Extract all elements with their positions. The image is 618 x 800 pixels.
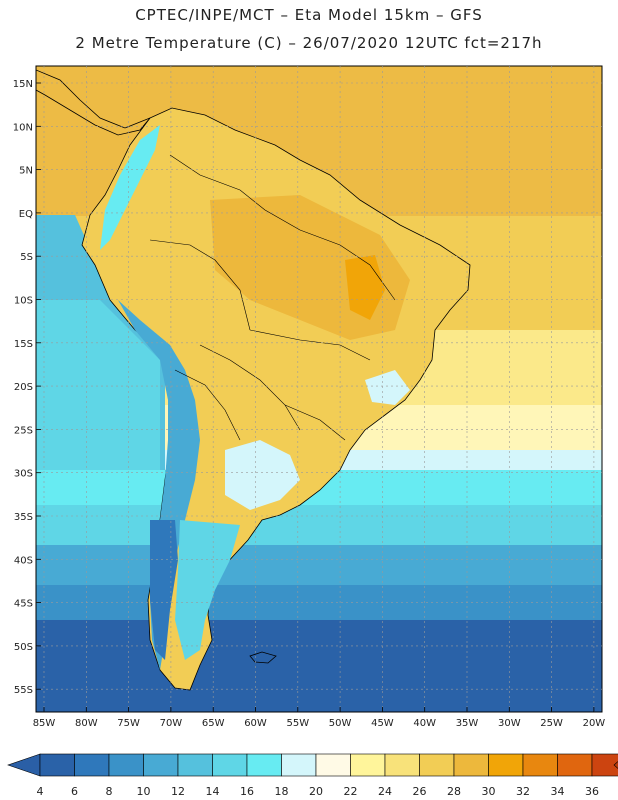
colorbar-over-arrow: [613, 761, 618, 769]
colorbar-swatch: [350, 753, 386, 777]
lon-tick-label: 45W: [371, 718, 394, 729]
falkland-islands: [249, 651, 277, 664]
lon-tick-label: 25W: [540, 718, 563, 729]
colorbar-label: 10: [137, 785, 151, 798]
map-frame: [35, 65, 603, 713]
colorbar-swatch: [246, 753, 282, 777]
colorbar-swatch: [143, 753, 179, 777]
colorbar-label: 20: [309, 785, 323, 798]
lat-tick-label: 20S: [14, 382, 33, 393]
lon-tick-label: 60W: [244, 718, 267, 729]
colorbar-label: 4: [37, 785, 44, 798]
band-4-6: [36, 620, 602, 712]
colorbar-swatch: [557, 753, 593, 777]
colorbar-swatch: [488, 753, 524, 777]
map-title-line1: CPTEC/INPE/MCT – Eta Model 15km – GFS: [135, 6, 483, 24]
colorbar-label: 26: [413, 785, 427, 798]
lat-tick-label: 55S: [14, 685, 33, 696]
colorbar-swatch: [74, 753, 110, 777]
lat-tick-label: 30S: [14, 469, 33, 480]
lon-tick-label: 85W: [33, 718, 56, 729]
temperature-field: [36, 66, 602, 712]
colorbar-swatch: [281, 753, 317, 777]
colorbar-swatch: [39, 753, 75, 777]
colorbar: 468101214161820222426283032343638: [7, 753, 618, 798]
colorbar-label: 12: [171, 785, 185, 798]
colorbar-swatch: [177, 753, 213, 777]
central-andes-cold: [118, 300, 200, 670]
central-america: [36, 69, 151, 136]
lon-tick-label: 70W: [160, 718, 183, 729]
map-title-line2: 2 Metre Temperature (C) – 26/07/2020 12U…: [75, 34, 543, 52]
colorbar-label: 8: [106, 785, 113, 798]
colorbar-label: 14: [206, 785, 220, 798]
colorbar-label: 32: [516, 785, 530, 798]
lat-tick-label: 15N: [13, 79, 33, 90]
lat-tick-label: 35S: [14, 512, 33, 523]
band-8-10: [36, 585, 602, 625]
graticule: [36, 66, 602, 712]
longitude-axis: 85W 80W 75W 70W 65W 60W 55W 50W 45W 40W 35W 30W 25W 2…: [33, 707, 606, 729]
lon-tick-label: 65W: [202, 718, 225, 729]
lat-tick-label: 5N: [19, 166, 33, 177]
lat-tick-label: 25S: [14, 425, 33, 436]
lon-tick-label: 35W: [456, 718, 479, 729]
lon-tick-label: 75W: [117, 718, 140, 729]
colorbar-swatch: [419, 753, 455, 777]
lat-tick-label: 45S: [14, 599, 33, 610]
colorbar-label: 18: [275, 785, 289, 798]
latitude-axis: 15N 10N 5N EQ 5S 10S 15S 20S 25S 30S 35S 40S 45S 50S 5…: [13, 79, 41, 696]
hot-spot-30-32: [345, 255, 385, 320]
pampas-cool: [225, 440, 300, 510]
colorbar-under-arrow: [7, 753, 41, 777]
colorbar-label: 16: [240, 785, 254, 798]
northern-andes-cold: [100, 125, 160, 250]
lat-tick-label: 10S: [14, 296, 33, 307]
colorbar-label: 36: [585, 785, 599, 798]
lon-tick-label: 20W: [583, 718, 606, 729]
colorbar-label: 24: [378, 785, 392, 798]
lat-tick-label: 5S: [20, 252, 33, 263]
colorbar-swatch: [212, 753, 248, 777]
lon-tick-label: 30W: [498, 718, 521, 729]
colorbar-swatch: [522, 753, 558, 777]
lon-tick-label: 40W: [413, 718, 436, 729]
colorbar-swatch: [108, 753, 144, 777]
lon-tick-label: 50W: [329, 718, 352, 729]
lat-tick-label: 40S: [14, 555, 33, 566]
colorbar-label: 30: [482, 785, 496, 798]
se-brazil-cool: [365, 370, 410, 405]
lon-tick-label: 80W: [75, 718, 98, 729]
colorbar-swatch: [591, 753, 618, 777]
colorbar-swatch: [315, 753, 351, 777]
colorbar-label: 34: [551, 785, 565, 798]
lat-tick-label: 50S: [14, 642, 33, 653]
patagonia-steppe: [175, 520, 240, 660]
lat-tick-label: EQ: [19, 209, 33, 220]
lon-tick-label: 55W: [286, 718, 309, 729]
colorbar-label: 6: [71, 785, 78, 798]
lat-tick-label: 10N: [13, 122, 33, 133]
colorbar-swatch: [384, 753, 420, 777]
lat-tick-label: 15S: [14, 339, 33, 350]
colorbar-swatch: [453, 753, 489, 777]
colorbar-label: 22: [344, 785, 358, 798]
colorbar-label: 28: [447, 785, 461, 798]
patagonian-andes-cold: [150, 520, 178, 660]
